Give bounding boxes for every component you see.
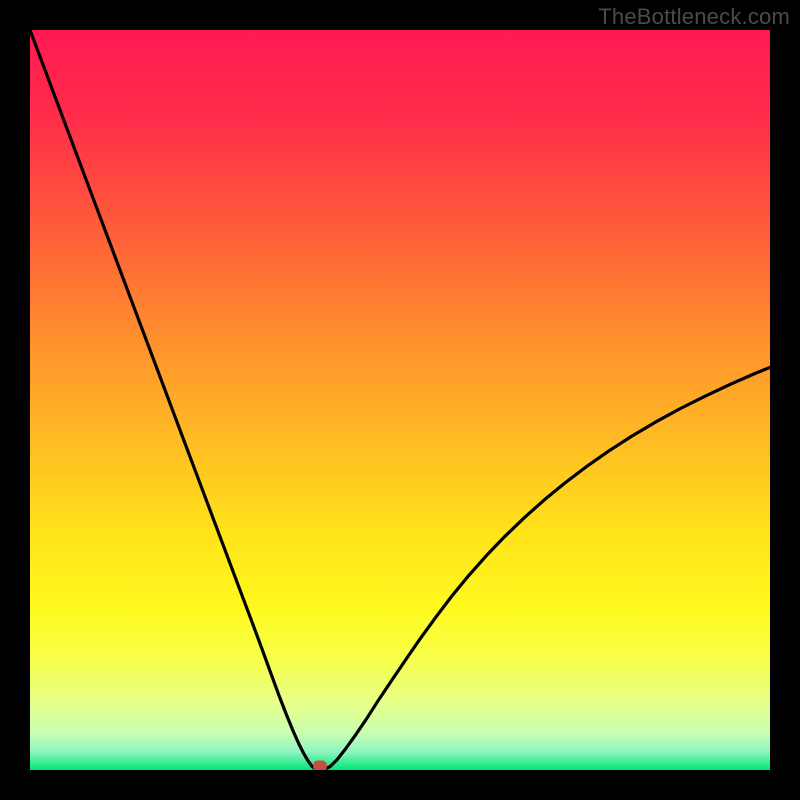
bottleneck-curve: [30, 30, 770, 770]
attribution-text: TheBottleneck.com: [598, 4, 790, 30]
plot-area: [30, 30, 770, 770]
curve-path: [30, 30, 770, 770]
minimum-marker: [313, 761, 327, 770]
